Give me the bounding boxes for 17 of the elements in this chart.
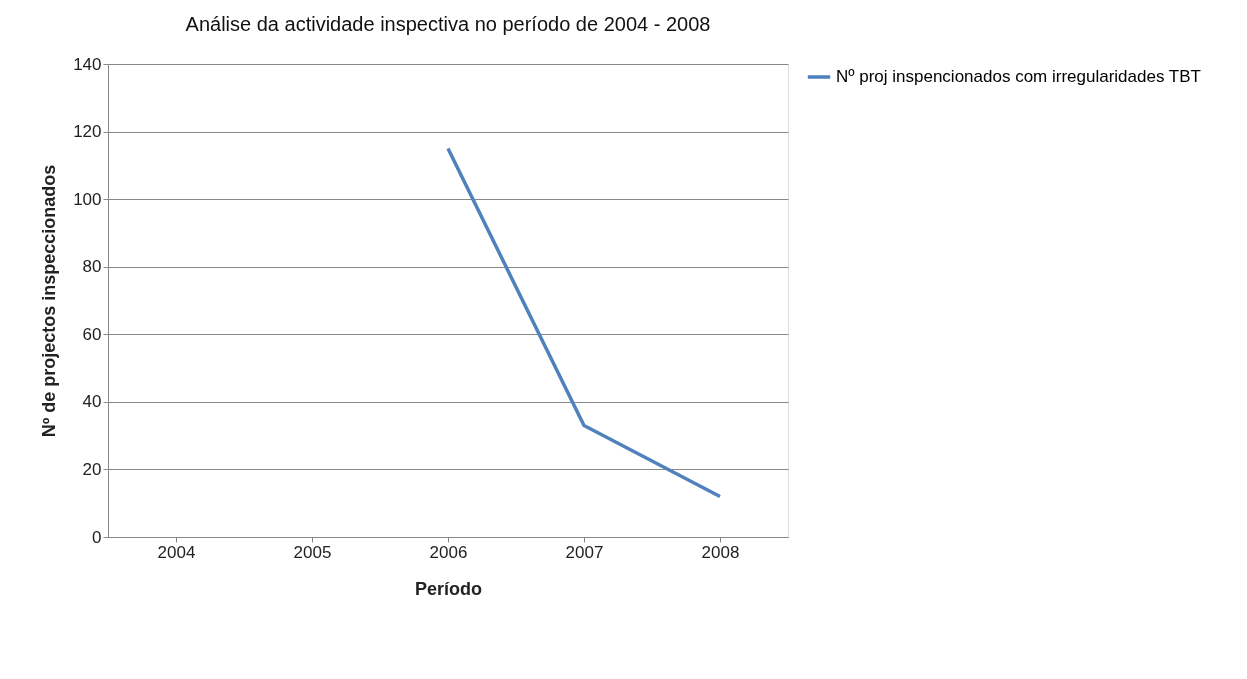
y-tick-label: 20 (82, 459, 102, 479)
y-tick-label: 140 (73, 54, 102, 74)
y-tick-label: 60 (82, 324, 102, 344)
y-tick-label: 80 (82, 257, 102, 277)
y-tick-label: 0 (92, 527, 102, 547)
x-tick-label: 2004 (157, 542, 196, 562)
y-tick-label: 40 (82, 392, 102, 412)
x-axis-title: Período (414, 578, 483, 599)
x-tick-label: 2007 (565, 542, 604, 562)
x-tick-label: 2005 (293, 542, 332, 562)
chart-title: Análise da actividade inspectiva no período de 2004 - 2008 (185, 13, 711, 35)
x-tick-label: 2008 (701, 542, 740, 562)
x-tick-label: 2006 (429, 542, 468, 562)
y-tick-label: 120 (73, 122, 102, 142)
legend-label: Nº proj inspencionados com irregularidades TBT (836, 67, 1201, 86)
y-tick-label: 100 (73, 189, 102, 209)
y-axis-title: Nº de projectos inspeccionados (39, 164, 60, 438)
